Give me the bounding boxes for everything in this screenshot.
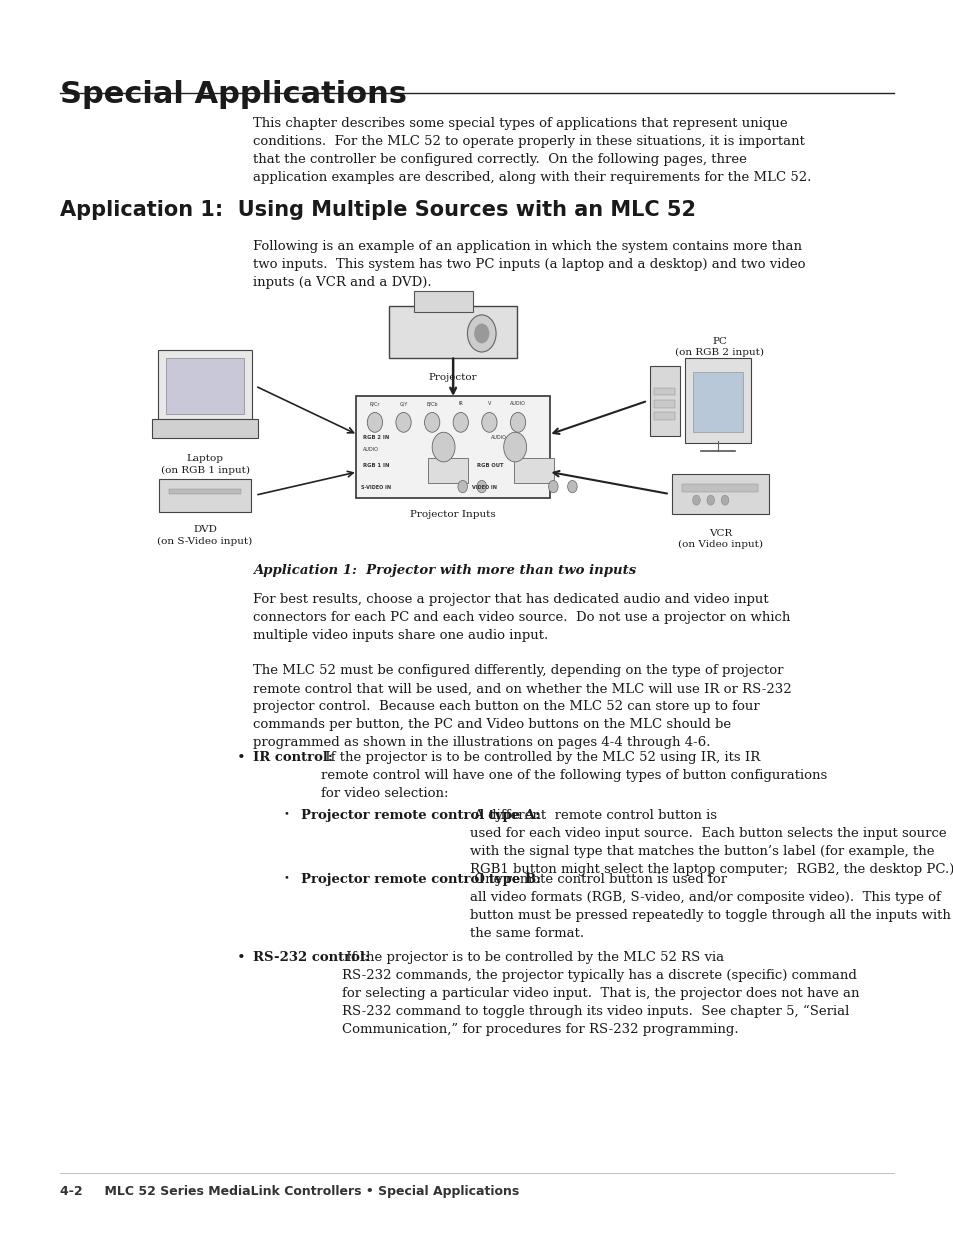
Circle shape xyxy=(567,480,577,493)
FancyBboxPatch shape xyxy=(170,489,240,494)
Text: S-VIDEO IN: S-VIDEO IN xyxy=(360,485,391,490)
FancyBboxPatch shape xyxy=(681,484,758,492)
FancyBboxPatch shape xyxy=(684,358,750,443)
Circle shape xyxy=(467,315,496,352)
Circle shape xyxy=(457,480,467,493)
Circle shape xyxy=(481,412,497,432)
Text: The MLC 52 must be configured differently, depending on the type of projector
re: The MLC 52 must be configured differentl… xyxy=(253,664,791,750)
Text: If the projector is to be controlled by the MLC 52 using IR, its IR
remote contr: If the projector is to be controlled by … xyxy=(321,751,827,800)
Circle shape xyxy=(395,412,411,432)
FancyBboxPatch shape xyxy=(157,350,252,422)
FancyBboxPatch shape xyxy=(414,291,473,312)
Text: Application 1:  Projector with more than two inputs: Application 1: Projector with more than … xyxy=(253,564,636,578)
Circle shape xyxy=(367,412,382,432)
Text: VCR
(on Video input): VCR (on Video input) xyxy=(677,529,762,548)
FancyBboxPatch shape xyxy=(514,458,554,483)
FancyBboxPatch shape xyxy=(654,400,675,408)
Text: If the projector is to be controlled by the MLC 52 RS via
RS-232 commands, the p: If the projector is to be controlled by … xyxy=(341,951,858,1036)
FancyBboxPatch shape xyxy=(152,419,257,438)
Text: IR: IR xyxy=(457,401,463,406)
Circle shape xyxy=(432,432,455,462)
FancyBboxPatch shape xyxy=(654,412,675,420)
Text: RGB 1 IN: RGB 1 IN xyxy=(362,463,389,468)
Text: PC
(on RGB 2 input): PC (on RGB 2 input) xyxy=(675,337,763,357)
Text: •: • xyxy=(236,951,245,965)
Text: G/Y: G/Y xyxy=(399,401,407,406)
FancyBboxPatch shape xyxy=(654,388,675,395)
Text: Projector Inputs: Projector Inputs xyxy=(410,510,496,519)
Text: RGB OUT: RGB OUT xyxy=(476,463,503,468)
Text: For best results, choose a projector that has dedicated audio and video input
co: For best results, choose a projector tha… xyxy=(253,593,789,642)
FancyBboxPatch shape xyxy=(158,479,251,513)
Circle shape xyxy=(692,495,700,505)
FancyBboxPatch shape xyxy=(428,458,468,483)
Circle shape xyxy=(706,495,714,505)
Text: 4-2     MLC 52 Series MediaLink Controllers • Special Applications: 4-2 MLC 52 Series MediaLink Controllers … xyxy=(60,1184,518,1198)
Text: •: • xyxy=(283,873,289,882)
Circle shape xyxy=(424,412,439,432)
Text: Laptop
(on RGB 1 input): Laptop (on RGB 1 input) xyxy=(160,454,250,474)
Text: AUDIO: AUDIO xyxy=(362,447,378,452)
Text: •: • xyxy=(283,809,289,818)
Text: One remote control button is used for
all video formats (RGB, S-video, and/or co: One remote control button is used for al… xyxy=(470,873,950,940)
Text: AUDIO: AUDIO xyxy=(510,401,525,406)
Circle shape xyxy=(548,480,558,493)
FancyBboxPatch shape xyxy=(692,372,742,432)
Text: B/Cb: B/Cb xyxy=(426,401,437,406)
Text: RS-232 control:: RS-232 control: xyxy=(253,951,370,965)
Circle shape xyxy=(453,412,468,432)
Text: R/Cr: R/Cr xyxy=(369,401,380,406)
Text: This chapter describes some special types of applications that represent unique
: This chapter describes some special type… xyxy=(253,117,810,184)
Text: Projector remote control type A:: Projector remote control type A: xyxy=(300,809,539,823)
Circle shape xyxy=(720,495,728,505)
FancyBboxPatch shape xyxy=(671,474,768,514)
Text: A different  remote control button is
used for each video input source.  Each bu: A different remote control button is use… xyxy=(470,809,953,876)
Circle shape xyxy=(503,432,526,462)
Text: DVD
(on S-Video input): DVD (on S-Video input) xyxy=(157,526,253,546)
Text: Special Applications: Special Applications xyxy=(60,80,407,109)
Text: RGB 2 IN: RGB 2 IN xyxy=(362,435,389,440)
Text: •: • xyxy=(236,751,245,764)
Circle shape xyxy=(474,324,489,343)
FancyBboxPatch shape xyxy=(649,366,679,436)
Circle shape xyxy=(510,412,525,432)
Text: IR control:: IR control: xyxy=(253,751,333,764)
Text: Following is an example of an application in which the system contains more than: Following is an example of an applicatio… xyxy=(253,240,804,289)
Text: Projector remote control type B:: Projector remote control type B: xyxy=(300,873,540,887)
FancyBboxPatch shape xyxy=(166,358,244,414)
Text: AUDIO: AUDIO xyxy=(491,435,507,440)
Circle shape xyxy=(476,480,486,493)
FancyBboxPatch shape xyxy=(389,306,517,358)
Text: V: V xyxy=(487,401,491,406)
Text: VIDEO IN: VIDEO IN xyxy=(472,485,497,490)
Text: Projector: Projector xyxy=(429,373,476,382)
Text: Application 1:  Using Multiple Sources with an MLC 52: Application 1: Using Multiple Sources wi… xyxy=(60,200,696,220)
FancyBboxPatch shape xyxy=(355,396,550,498)
